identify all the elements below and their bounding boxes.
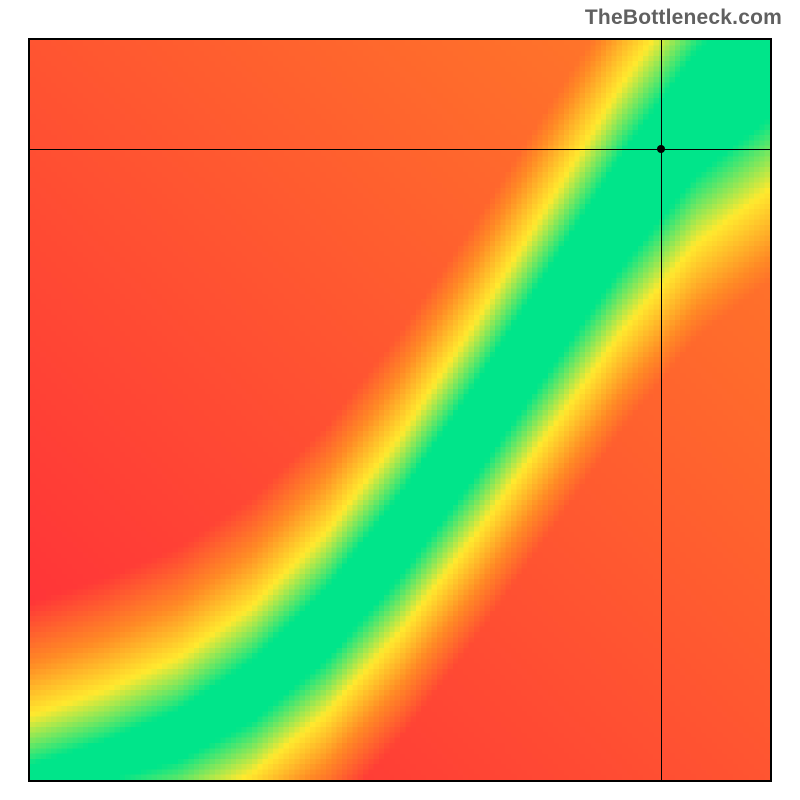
attribution-text: TheBottleneck.com	[585, 6, 782, 30]
heatmap-plot	[28, 38, 772, 782]
heatmap-canvas	[30, 40, 770, 780]
